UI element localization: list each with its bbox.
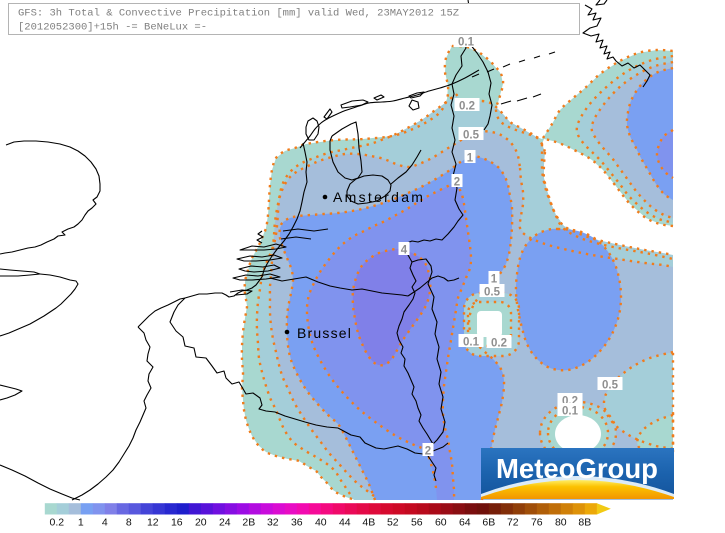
svg-text:0.5: 0.5 (463, 130, 480, 142)
svg-text:4: 4 (401, 245, 408, 257)
svg-text:0.2: 0.2 (459, 101, 475, 113)
svg-text:2B: 2B (242, 517, 255, 529)
svg-text:0.2: 0.2 (49, 517, 64, 529)
svg-text:80: 80 (555, 517, 567, 529)
svg-text:1: 1 (78, 517, 84, 529)
svg-text:44: 44 (339, 517, 351, 529)
svg-text:8: 8 (126, 517, 132, 529)
svg-text:0.5: 0.5 (602, 380, 619, 392)
svg-text:2: 2 (454, 177, 460, 189)
svg-text:16: 16 (171, 517, 183, 529)
svg-text:0.2: 0.2 (491, 338, 507, 350)
svg-text:56: 56 (411, 517, 423, 529)
svg-text:36: 36 (291, 517, 303, 529)
svg-text:0.1: 0.1 (562, 406, 579, 418)
svg-text:24: 24 (219, 517, 231, 529)
svg-text:0.5: 0.5 (484, 287, 501, 299)
svg-text:2: 2 (425, 446, 431, 458)
svg-text:12: 12 (147, 517, 159, 529)
svg-text:MeteoGroup: MeteoGroup (496, 453, 658, 484)
svg-text:72: 72 (507, 517, 519, 529)
svg-text:4B: 4B (362, 517, 375, 529)
svg-text:1: 1 (491, 274, 498, 286)
svg-text:40: 40 (315, 517, 327, 529)
svg-text:0.1: 0.1 (463, 337, 480, 349)
svg-text:64: 64 (459, 517, 471, 529)
svg-text:52: 52 (387, 517, 399, 529)
svg-text:1: 1 (467, 153, 474, 165)
svg-text:76: 76 (531, 517, 543, 529)
svg-text:4: 4 (102, 517, 108, 529)
svg-text:Amsterdam: Amsterdam (333, 189, 425, 205)
svg-text:0.1: 0.1 (458, 37, 475, 49)
svg-text:GFS: 3h Total & Convective Pre: GFS: 3h Total & Convective Precipitation… (18, 8, 459, 20)
svg-text:32: 32 (267, 517, 279, 529)
svg-text:[2012052300]+15h -= BeNeLux =-: [2012052300]+15h -= BeNeLux =- (18, 22, 207, 34)
svg-text:8B: 8B (578, 517, 591, 529)
svg-text:60: 60 (435, 517, 447, 529)
svg-text:20: 20 (195, 517, 207, 529)
svg-text:Brussel: Brussel (297, 325, 352, 341)
svg-text:6B: 6B (482, 517, 495, 529)
